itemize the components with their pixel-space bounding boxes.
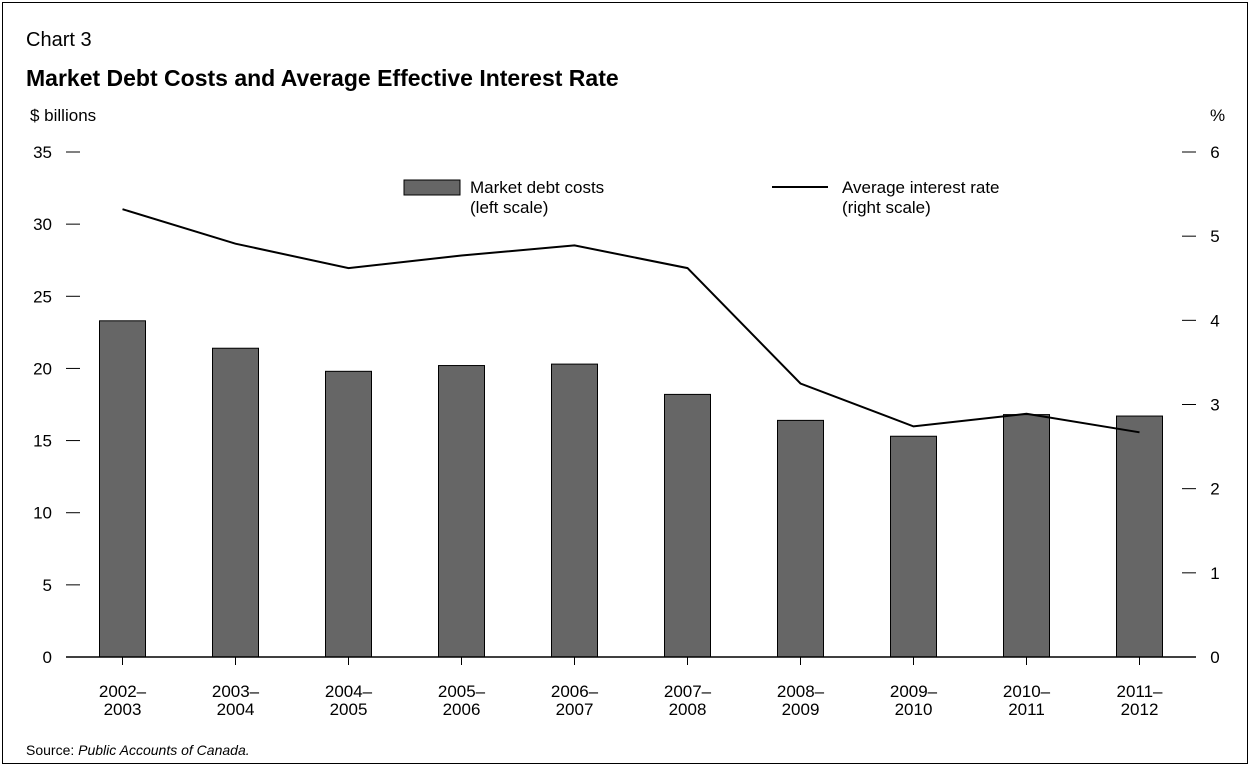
x-axis-tick-label: 2011– 2012 (1116, 682, 1163, 719)
bar-market-debt-costs (664, 393, 711, 658)
left-axis-tick-label: 0 (43, 648, 52, 667)
left-axis-tick-label: 15 (33, 432, 52, 451)
x-axis-tick-label: 2006– 2007 (551, 682, 599, 719)
source-prefix: Source: (26, 742, 79, 758)
x-axis-tick-label: 2002– 2003 (99, 682, 147, 719)
bar-market-debt-costs (99, 320, 146, 658)
left-axis-tick-label: 35 (33, 143, 52, 162)
right-axis-unit: % (1210, 106, 1226, 125)
legend-label-average-interest-rate: Average interest rate (842, 178, 1000, 197)
bar-market-debt-costs (777, 419, 824, 658)
left-axis-tick-label: 5 (43, 576, 52, 595)
x-axis-tick-label: 2005– 2006 (438, 682, 486, 719)
source-note: Source: Public Accounts of Canada. (26, 742, 250, 758)
x-axis-tick-label: 2008– 2009 (777, 682, 825, 719)
left-axis-tick-label: 10 (33, 504, 52, 523)
left-axis-unit: $ billions (30, 106, 97, 125)
legend-swatch-market-debt-costs (403, 179, 461, 196)
chart-title: Market Debt Costs and Average Effective … (26, 65, 619, 91)
right-axis-tick-label: 3 (1210, 396, 1219, 415)
left-axis-tick-label: 30 (33, 215, 52, 234)
right-axis-tick-label: 4 (1210, 311, 1219, 330)
right-axis-tick-label: 0 (1210, 648, 1219, 667)
right-axis-tick-label: 6 (1210, 143, 1219, 162)
legend-note-market-debt-costs: (left scale) (470, 198, 548, 217)
legend-note-average-interest-rate: (right scale) (842, 198, 931, 217)
bar-market-debt-costs (1003, 414, 1050, 658)
x-axis-tick-label: 2003– 2004 (212, 682, 260, 719)
right-axis-tick-label: 2 (1210, 480, 1219, 499)
x-axis-tick-label: 2009– 2010 (890, 682, 938, 719)
chart-number-label: Chart 3 (26, 29, 92, 51)
source-text: Public Accounts of Canada. (78, 742, 250, 758)
left-axis-tick-label: 25 (33, 287, 52, 306)
legend-label-market-debt-costs: Market debt costs (470, 178, 604, 197)
x-axis-tick-label: 2007– 2008 (664, 682, 712, 719)
line-average-interest-rate (122, 208, 1140, 434)
x-axis-tick-label: 2004– 2005 (325, 682, 373, 719)
x-axis-tick-label: 2010– 2011 (1003, 682, 1051, 719)
bar-market-debt-costs (212, 347, 259, 658)
bar-market-debt-costs (551, 363, 598, 658)
bar-market-debt-costs (438, 365, 485, 658)
right-axis-tick-label: 1 (1210, 564, 1219, 583)
right-axis-tick-label: 5 (1210, 227, 1219, 246)
bar-market-debt-costs (1116, 415, 1163, 658)
bar-market-debt-costs (325, 370, 372, 658)
bar-market-debt-costs (890, 435, 937, 658)
left-axis-tick-label: 20 (33, 359, 52, 378)
